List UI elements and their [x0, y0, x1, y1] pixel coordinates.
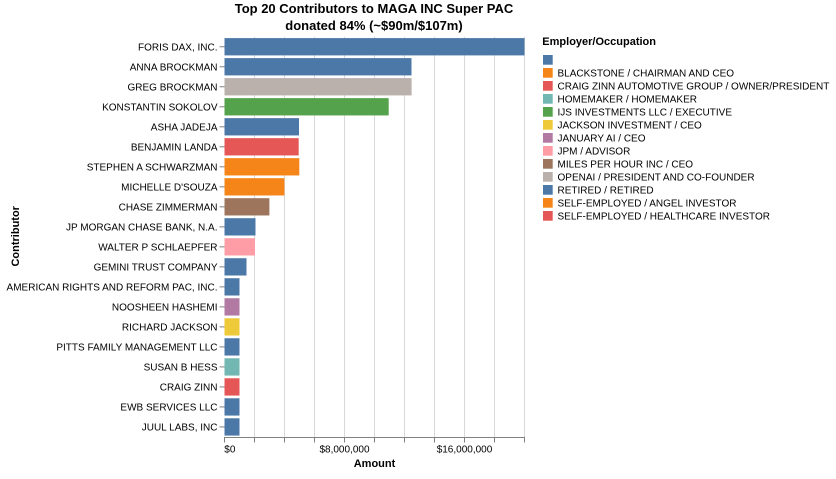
svg-text:STEPHEN A SCHWARZMAN: STEPHEN A SCHWARZMAN: [87, 162, 218, 173]
svg-text:JPM / ADVISOR: JPM / ADVISOR: [558, 146, 631, 157]
svg-text:ANNA BROCKMAN: ANNA BROCKMAN: [130, 62, 218, 73]
svg-text:RETIRED / RETIRED: RETIRED / RETIRED: [558, 185, 654, 196]
svg-text:JP MORGAN CHASE BANK, N.A.: JP MORGAN CHASE BANK, N.A.: [66, 222, 218, 233]
svg-text:Employer/Occupation: Employer/Occupation: [542, 36, 656, 48]
svg-text:JANUARY AI / CEO: JANUARY AI / CEO: [558, 133, 646, 144]
svg-text:SELF-EMPLOYED / ANGEL INVESTOR: SELF-EMPLOYED / ANGEL INVESTOR: [558, 198, 737, 209]
svg-text:$16,000,000: $16,000,000: [437, 444, 493, 455]
svg-text:HOMEMAKER / HOMEMAKER: HOMEMAKER / HOMEMAKER: [558, 94, 697, 105]
svg-text:$8,000,000: $8,000,000: [319, 444, 369, 455]
svg-text:CRAIG ZINN AUTOMOTIVE GROUP /: CRAIG ZINN AUTOMOTIVE GROUP / OWNER/PRES…: [558, 81, 830, 92]
svg-text:MILES PER HOUR INC / CEO: MILES PER HOUR INC / CEO: [558, 159, 694, 170]
svg-text:BLACKSTONE / CHAIRMAN AND CEO: BLACKSTONE / CHAIRMAN AND CEO: [558, 68, 735, 79]
svg-text:AMERICAN RIGHTS AND REFORM PAC: AMERICAN RIGHTS AND REFORM PAC, INC.: [7, 282, 218, 293]
svg-text:$0: $0: [224, 444, 236, 455]
svg-text:KONSTANTIN SOKOLOV: KONSTANTIN SOKOLOV: [102, 102, 218, 113]
svg-text:SELF-EMPLOYED / HEALTHCARE INV: SELF-EMPLOYED / HEALTHCARE INVESTOR: [558, 211, 770, 222]
svg-text:Top 20 Contributors to MAGA IN: Top 20 Contributors to MAGA INC Super PA…: [235, 1, 514, 16]
svg-text:CRAIG ZINN: CRAIG ZINN: [160, 382, 218, 393]
svg-text:BENJAMIN LANDA: BENJAMIN LANDA: [131, 142, 218, 153]
svg-text:JUUL LABS, INC: JUUL LABS, INC: [142, 422, 218, 433]
svg-text:EWB SERVICES LLC: EWB SERVICES LLC: [120, 402, 217, 413]
svg-text:IJS INVESTMENTS LLC / EXECUTIV: IJS INVESTMENTS LLC / EXECUTIVE: [558, 107, 733, 118]
svg-text:OPENAI / PRESIDENT AND CO-FOUN: OPENAI / PRESIDENT AND CO-FOUNDER: [558, 172, 755, 183]
svg-text:RICHARD JACKSON: RICHARD JACKSON: [122, 322, 218, 333]
svg-text:donated 84% (~$90m/$107m): donated 84% (~$90m/$107m): [285, 18, 462, 33]
svg-text:Amount: Amount: [354, 458, 396, 470]
svg-text:PITTS FAMILY MANAGEMENT LLC: PITTS FAMILY MANAGEMENT LLC: [56, 342, 217, 353]
svg-text:GREG BROCKMAN: GREG BROCKMAN: [127, 82, 217, 93]
svg-text:GEMINI TRUST COMPANY: GEMINI TRUST COMPANY: [94, 262, 218, 273]
svg-text:MICHELLE D'SOUZA: MICHELLE D'SOUZA: [121, 182, 218, 193]
svg-text:NOOSHEEN HASHEMI: NOOSHEEN HASHEMI: [112, 302, 218, 313]
svg-text:WALTER P SCHLAEPFER: WALTER P SCHLAEPFER: [98, 242, 217, 253]
svg-text:ASHA JADEJA: ASHA JADEJA: [151, 122, 218, 133]
svg-text:Contributor: Contributor: [10, 205, 22, 266]
svg-text:CHASE ZIMMERMAN: CHASE ZIMMERMAN: [119, 202, 218, 213]
svg-text:SUSAN B HESS: SUSAN B HESS: [144, 362, 218, 373]
svg-text:FORIS DAX, INC.: FORIS DAX, INC.: [138, 42, 217, 53]
svg-text:JACKSON INVESTMENT / CEO: JACKSON INVESTMENT / CEO: [558, 120, 703, 131]
